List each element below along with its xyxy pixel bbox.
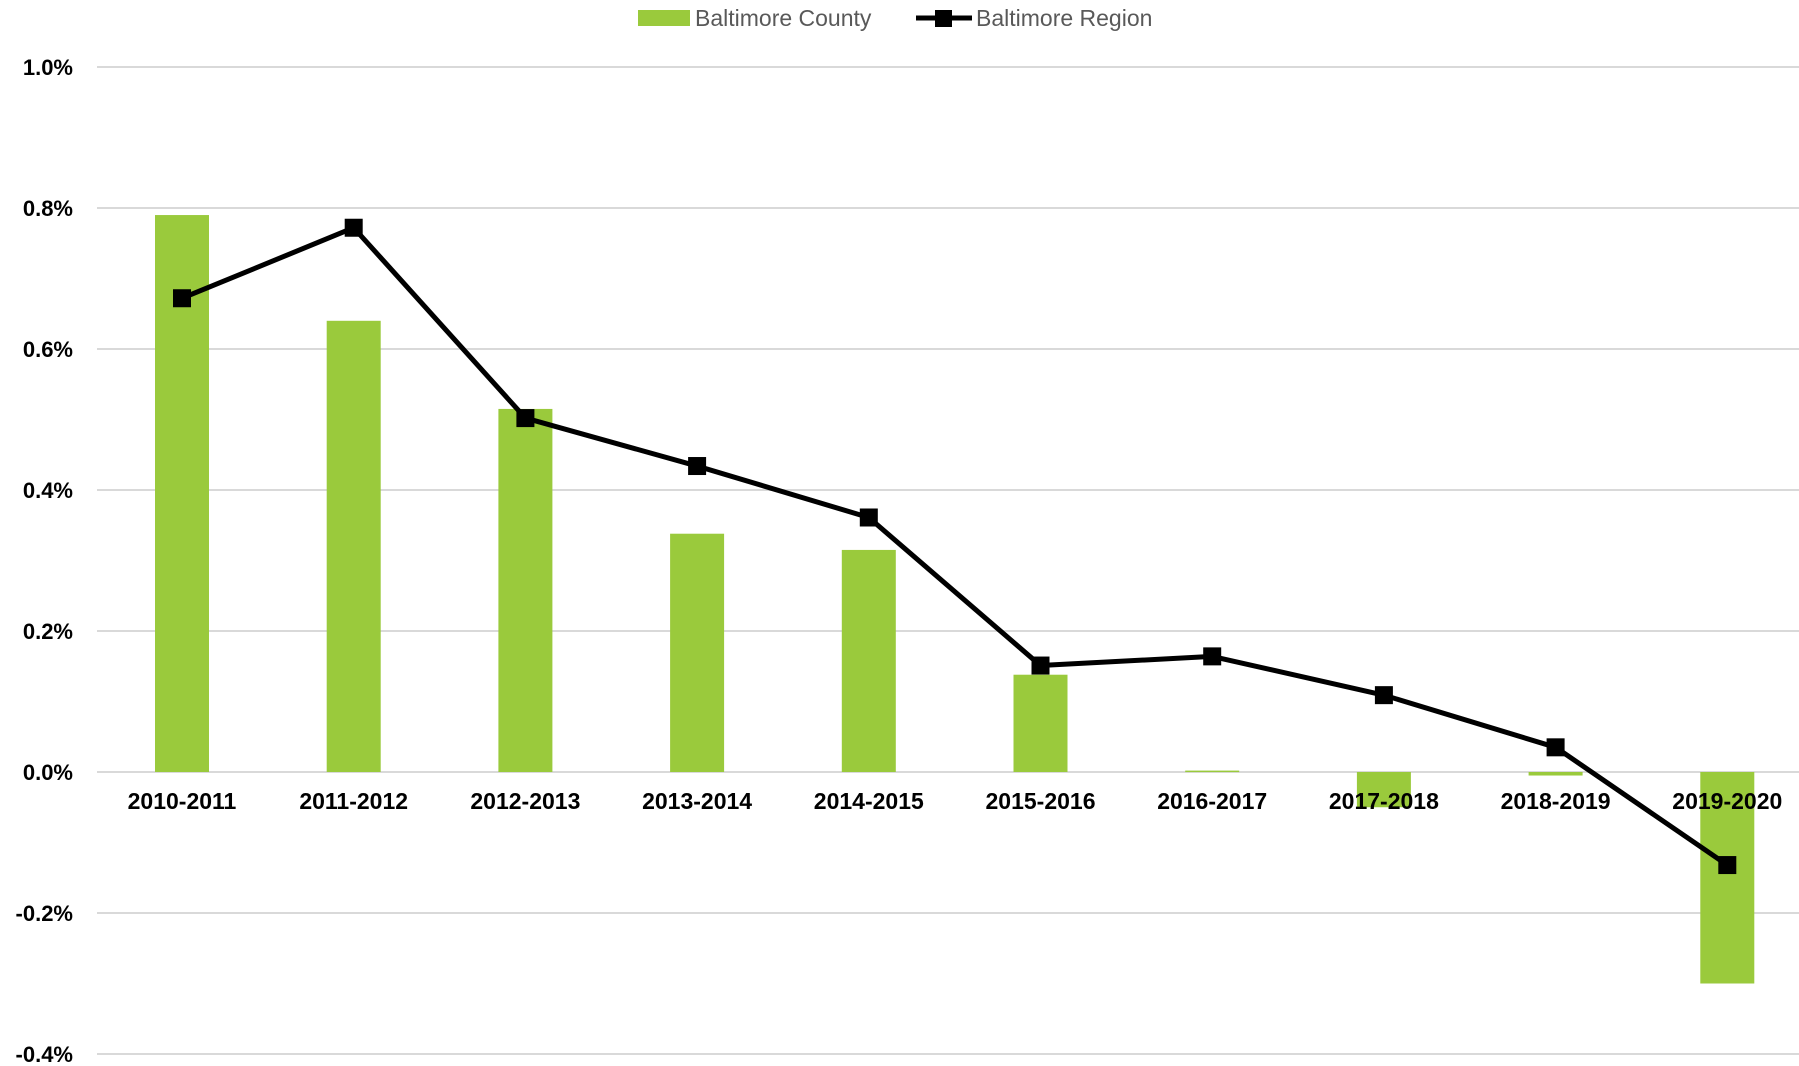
line-point-marker	[173, 289, 191, 308]
y-tick-label: 0.6%	[23, 337, 73, 362]
bar	[1013, 674, 1068, 772]
y-tick-label: -0.4%	[16, 1042, 73, 1066]
legend-marker-baltimore-region	[935, 10, 952, 27]
line-point-marker	[688, 457, 707, 476]
x-tick-label: 2010-2011	[128, 788, 237, 814]
series-line	[181, 225, 1729, 868]
line-point-marker	[1546, 738, 1565, 757]
x-tick-label: 2011-2012	[299, 788, 408, 814]
legend: Baltimore County Baltimore Region	[638, 5, 1152, 31]
y-tick-label: -0.2%	[16, 901, 73, 926]
bar	[1185, 770, 1240, 773]
x-tick-label: 2016-2017	[1157, 788, 1267, 814]
y-tick-label: 0.0%	[23, 760, 73, 785]
x-tick-label: 2019-2020	[1672, 788, 1782, 814]
x-tick-label: 2013-2014	[642, 788, 752, 814]
line-point-marker	[1374, 686, 1393, 705]
x-tick-label: 2018-2019	[1501, 788, 1611, 814]
x-tick-label: 2014-2015	[814, 788, 924, 814]
line-series-baltimore-region	[173, 218, 1737, 875]
line-point-marker	[516, 409, 535, 428]
y-tick-label: 0.8%	[23, 196, 73, 221]
line-point-marker	[859, 508, 878, 527]
legend-swatch-baltimore-county	[638, 10, 690, 26]
y-tick-label: 0.4%	[23, 478, 73, 503]
bar	[841, 549, 896, 772]
legend-label-baltimore-region: Baltimore Region	[976, 5, 1152, 31]
y-tick-label: 0.2%	[23, 619, 73, 644]
line-point-marker	[1718, 856, 1737, 875]
line-point-marker	[1031, 656, 1050, 675]
x-tick-label: 2015-2016	[986, 788, 1096, 814]
bar	[1700, 772, 1755, 984]
legend-label-baltimore-county: Baltimore County	[695, 5, 872, 31]
x-tick-label: 2012-2013	[470, 788, 580, 814]
bar	[155, 215, 209, 773]
bar	[1356, 772, 1411, 808]
x-tick-label: 2017-2018	[1329, 788, 1439, 814]
line-point-marker	[1203, 647, 1222, 666]
bar	[326, 320, 381, 772]
bar	[1528, 772, 1583, 776]
y-axis: 1.0% 0.8% 0.6% 0.4% 0.2% 0.0% -0.2% -0.4%	[16, 55, 73, 1066]
x-axis: 2010-2011 2011-2012 2012-2013 2013-2014 2014…	[128, 788, 1783, 814]
y-tick-label: 1.0%	[23, 55, 73, 80]
line-point-marker	[344, 218, 363, 237]
bar	[498, 408, 553, 772]
bar	[670, 533, 725, 772]
bar-series-baltimore-county	[155, 215, 1755, 984]
